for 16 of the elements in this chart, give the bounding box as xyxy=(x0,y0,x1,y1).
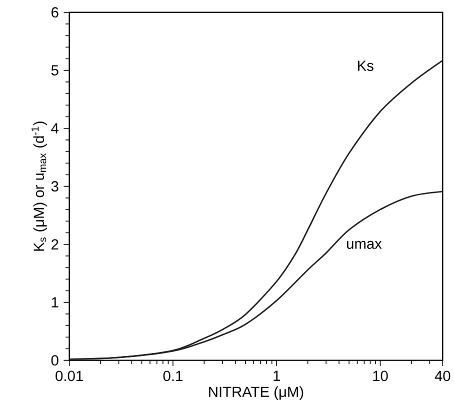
series-label: umax xyxy=(347,240,382,249)
y-tick-label: 2 xyxy=(52,239,58,250)
x-tick-label: 10 xyxy=(373,370,388,382)
x-tick-label: 0.1 xyxy=(163,370,182,382)
x-tick-label: 1 xyxy=(274,370,280,381)
y-tick-label: 5 xyxy=(51,65,58,76)
x-tick-label: 40 xyxy=(434,370,450,382)
y-tick-label: 1 xyxy=(52,297,58,308)
y-tick-label: 0 xyxy=(51,355,58,366)
y-tick-label: 4 xyxy=(51,123,59,134)
y-tick-label: 6 xyxy=(52,7,58,18)
x-axis-title: NITRATE (μM) xyxy=(209,386,304,400)
y-tick-label: 3 xyxy=(51,181,58,192)
x-tick-label: 0.01 xyxy=(56,370,83,382)
text: Ks xyxy=(358,60,374,71)
y-axis-title: K$_{s}$ (μM) or u$_{max}$ (d$^{-1}$) xyxy=(32,122,47,251)
